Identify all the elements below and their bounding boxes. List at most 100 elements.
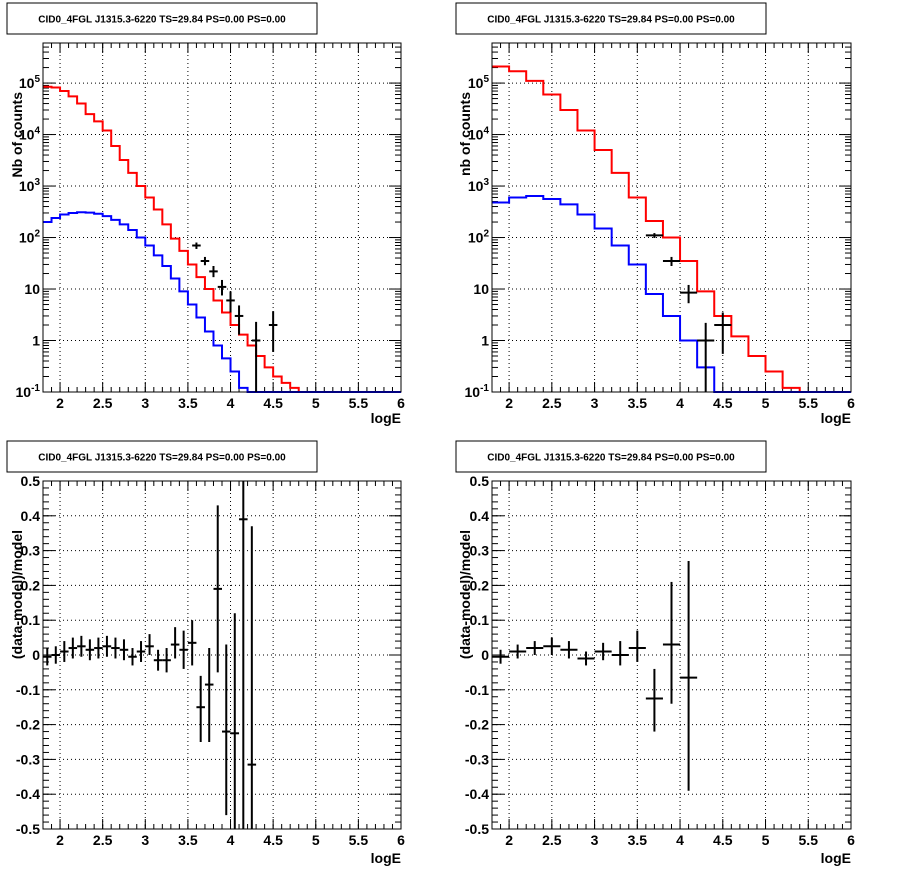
data-point <box>51 646 61 664</box>
x-tick-label: 2.5 <box>542 832 562 848</box>
x-tick-label: 3 <box>591 832 599 848</box>
x-tick-label: 3 <box>141 832 149 848</box>
x-tick-label: 3 <box>141 395 149 411</box>
series-blue-histogram <box>492 195 851 393</box>
data-point <box>217 279 227 296</box>
y-tick-label: 0.5 <box>21 473 41 489</box>
data-point <box>645 233 663 238</box>
series-red-histogram <box>492 65 851 393</box>
y-tick-label: 102 <box>468 229 490 246</box>
x-tick-label: 5 <box>762 395 770 411</box>
data-point <box>119 639 129 661</box>
data-point <box>213 505 222 673</box>
chart-title: CID0_4FGL J1315.3-6220 TS=29.84 PS=0.00 … <box>487 453 735 464</box>
chart-top-left: CID0_4FGL J1315.3-6220 TS=29.84 PS=0.00 … <box>6 2 405 426</box>
data-point <box>628 630 646 662</box>
y-tick-label: -0.5 <box>16 821 40 837</box>
data-point <box>222 644 231 816</box>
x-tick-label: 3.5 <box>178 395 198 411</box>
data-point <box>251 321 261 392</box>
chart-bottom-left: CID0_4FGL J1315.3-6220 TS=29.84 PS=0.00 … <box>6 440 405 866</box>
data-point <box>192 242 201 249</box>
x-tick-label: 6 <box>847 395 855 411</box>
x-tick-label: 2 <box>505 832 513 848</box>
y-tick-label: -0.5 <box>465 821 489 837</box>
data-point <box>128 648 137 666</box>
y-tick-label: 104 <box>468 126 490 143</box>
plot-frame <box>491 480 852 830</box>
y-tick-label: 0.3 <box>470 543 490 559</box>
data-point <box>200 256 210 266</box>
data-point <box>196 675 205 742</box>
x-tick-label: 4.5 <box>263 395 283 411</box>
y-tick-label: 0.3 <box>21 543 41 559</box>
x-tick-label: 5 <box>762 832 770 848</box>
x-tick-label: 6 <box>847 832 855 848</box>
data-point <box>209 265 218 278</box>
y-tick-label: 103 <box>468 177 490 194</box>
data-point <box>77 635 86 657</box>
x-axis-title: logE <box>821 850 851 866</box>
chart-title: CID0_4FGL J1315.3-6220 TS=29.84 PS=0.00 … <box>38 453 286 464</box>
data-point <box>136 641 146 662</box>
y-tick-label: 10 <box>473 281 489 297</box>
x-tick-label: 5.5 <box>799 395 819 411</box>
y-tick-label: 103 <box>19 177 41 194</box>
x-tick-label: 2.5 <box>93 395 113 411</box>
chart-title-box <box>6 2 318 35</box>
chart-title-box <box>455 2 767 35</box>
data-point <box>611 641 629 666</box>
data-point <box>526 641 544 655</box>
chart-title-box <box>6 440 318 473</box>
chart-title: CID0_4FGL J1315.3-6220 TS=29.84 PS=0.00 … <box>38 15 286 26</box>
data-point <box>204 648 214 742</box>
data-point <box>94 637 103 659</box>
x-tick-label: 2 <box>56 832 64 848</box>
y-tick-label: 1 <box>32 333 40 349</box>
y-tick-label: 1 <box>481 333 489 349</box>
data-point <box>662 581 681 704</box>
x-tick-label: 2 <box>505 395 513 411</box>
x-tick-label: 5 <box>312 832 320 848</box>
data-point <box>60 641 69 662</box>
x-tick-label: 3.5 <box>178 832 198 848</box>
y-axis-title: nb of counts <box>457 92 473 176</box>
y-tick-label: -0.2 <box>16 717 40 733</box>
plot-frame <box>42 42 402 393</box>
x-tick-label: 2.5 <box>93 832 113 848</box>
y-tick-label: -0.3 <box>16 751 40 767</box>
x-tick-label: 4 <box>676 395 684 411</box>
data-point <box>680 561 698 791</box>
data-point <box>509 644 527 659</box>
x-tick-label: 4 <box>227 832 235 848</box>
y-tick-label: 0.1 <box>470 612 490 628</box>
x-tick-label: 5.5 <box>349 395 369 411</box>
y-tick-label: 0.4 <box>470 508 490 524</box>
x-tick-label: 3.5 <box>628 832 648 848</box>
x-tick-label: 6 <box>397 395 405 411</box>
y-tick-label: 0.2 <box>21 577 41 593</box>
y-tick-label: -0.1 <box>16 682 40 698</box>
data-point <box>230 613 240 829</box>
y-tick-label: 0 <box>32 647 40 663</box>
data-point <box>111 637 120 659</box>
y-tick-label: 104 <box>19 126 41 143</box>
x-tick-label: 4.5 <box>713 395 733 411</box>
chart-title: CID0_4FGL J1315.3-6220 TS=29.84 PS=0.00 … <box>487 15 735 26</box>
data-point <box>234 305 244 335</box>
data-point <box>697 322 715 392</box>
data-point <box>153 649 163 671</box>
chart-title-box <box>455 440 767 473</box>
plot-frame <box>42 480 402 830</box>
y-tick-label: 102 <box>19 229 41 246</box>
x-tick-label: 3.5 <box>628 395 648 411</box>
x-tick-label: 4.5 <box>713 832 733 848</box>
data-point <box>179 630 188 669</box>
data-point <box>645 668 663 732</box>
data-point <box>170 627 180 659</box>
data-point <box>680 284 698 304</box>
y-tick-label: -0.1 <box>465 682 489 698</box>
data-point <box>102 635 112 657</box>
x-tick-label: 5.5 <box>799 832 819 848</box>
